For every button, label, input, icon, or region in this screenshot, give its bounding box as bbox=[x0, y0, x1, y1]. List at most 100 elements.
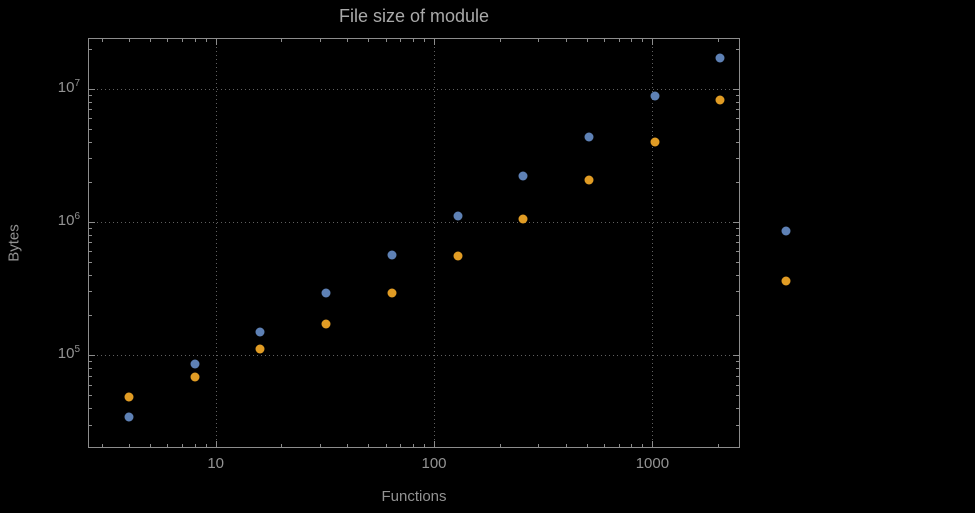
data-point-blue bbox=[650, 91, 660, 101]
x-tick bbox=[538, 39, 540, 42]
data-point-orange bbox=[650, 137, 660, 147]
y-tick bbox=[736, 48, 739, 50]
y-tick bbox=[736, 227, 739, 229]
x-tick bbox=[347, 39, 349, 42]
plot-frame bbox=[88, 38, 740, 448]
x-tick bbox=[424, 39, 426, 42]
data-point-blue bbox=[781, 226, 791, 236]
y-tick bbox=[736, 242, 739, 244]
x-gridline bbox=[215, 39, 217, 447]
x-tick bbox=[652, 441, 654, 447]
y-tick bbox=[736, 361, 739, 362]
y-tick bbox=[736, 367, 739, 369]
y-tick bbox=[89, 94, 92, 96]
x-tick bbox=[618, 444, 620, 447]
x-tick bbox=[424, 444, 426, 447]
y-tick bbox=[736, 128, 739, 130]
x-tick bbox=[603, 444, 605, 447]
data-point-orange bbox=[321, 319, 331, 329]
data-point-orange bbox=[715, 95, 725, 105]
x-tick bbox=[385, 444, 387, 447]
x-tick bbox=[281, 39, 283, 42]
y-tick bbox=[89, 88, 95, 90]
y-tick bbox=[89, 242, 92, 244]
x-tick bbox=[603, 39, 605, 42]
y-tick bbox=[89, 48, 92, 50]
y-tick bbox=[89, 384, 92, 386]
x-tick bbox=[718, 444, 720, 447]
x-tick bbox=[631, 444, 633, 447]
x-tick bbox=[215, 39, 217, 45]
x-tick bbox=[194, 444, 196, 447]
y-tick bbox=[89, 424, 92, 426]
data-point-blue bbox=[124, 412, 134, 422]
y-tick-label: 105 bbox=[57, 343, 80, 362]
y-tick bbox=[736, 94, 739, 96]
x-tick bbox=[618, 39, 620, 42]
x-tick-label: 1000 bbox=[635, 455, 670, 472]
y-tick-label: 106 bbox=[57, 210, 80, 229]
x-tick bbox=[128, 444, 130, 447]
y-tick bbox=[736, 424, 739, 426]
x-tick bbox=[319, 444, 321, 447]
x-tick bbox=[586, 39, 588, 42]
data-point-orange bbox=[255, 344, 265, 354]
x-tick bbox=[385, 39, 387, 42]
y-tick bbox=[736, 181, 739, 183]
y-gridline bbox=[89, 88, 739, 90]
y-tick bbox=[736, 101, 739, 103]
x-tick bbox=[434, 39, 435, 45]
y-tick bbox=[89, 181, 92, 183]
x-tick bbox=[347, 444, 349, 447]
x-tick bbox=[101, 444, 103, 447]
y-tick bbox=[89, 354, 95, 356]
y-tick bbox=[736, 407, 739, 409]
x-tick bbox=[181, 444, 183, 447]
data-point-orange bbox=[518, 214, 528, 224]
y-tick bbox=[89, 395, 92, 396]
data-point-orange bbox=[190, 372, 200, 382]
y-tick bbox=[736, 384, 739, 386]
data-point-orange bbox=[781, 276, 791, 286]
y-tick bbox=[736, 395, 739, 396]
y-gridline bbox=[89, 354, 739, 356]
y-tick-label: 107 bbox=[57, 77, 80, 96]
y-tick bbox=[736, 314, 739, 316]
data-point-orange bbox=[124, 392, 134, 402]
x-tick bbox=[101, 39, 103, 42]
x-tick bbox=[565, 444, 567, 447]
x-tick bbox=[586, 444, 588, 447]
x-tick bbox=[565, 39, 567, 42]
x-tick bbox=[194, 39, 196, 42]
y-tick bbox=[89, 109, 92, 111]
x-gridline bbox=[434, 39, 435, 447]
x-tick bbox=[642, 444, 644, 447]
data-point-blue bbox=[584, 132, 594, 142]
y-tick bbox=[736, 141, 739, 143]
x-tick bbox=[499, 444, 501, 447]
y-tick bbox=[89, 227, 92, 229]
x-tick bbox=[181, 39, 183, 42]
y-tick bbox=[89, 251, 92, 253]
data-point-blue bbox=[255, 327, 265, 336]
y-tick bbox=[733, 221, 739, 223]
x-tick bbox=[281, 444, 283, 447]
x-tick bbox=[499, 39, 501, 42]
chart-title: File size of module bbox=[338, 6, 490, 26]
y-tick bbox=[736, 251, 739, 253]
x-tick bbox=[631, 39, 633, 42]
data-point-blue bbox=[387, 250, 397, 260]
x-tick bbox=[368, 39, 370, 42]
y-tick bbox=[736, 158, 739, 160]
x-tick bbox=[215, 441, 217, 447]
y-tick bbox=[89, 128, 92, 130]
data-point-orange bbox=[453, 251, 462, 261]
data-point-blue bbox=[190, 359, 200, 369]
data-point-orange bbox=[387, 288, 397, 298]
x-tick bbox=[434, 441, 435, 447]
x-tick bbox=[718, 39, 720, 42]
y-tick bbox=[733, 88, 739, 90]
x-tick bbox=[150, 39, 151, 42]
data-point-orange bbox=[584, 175, 594, 185]
